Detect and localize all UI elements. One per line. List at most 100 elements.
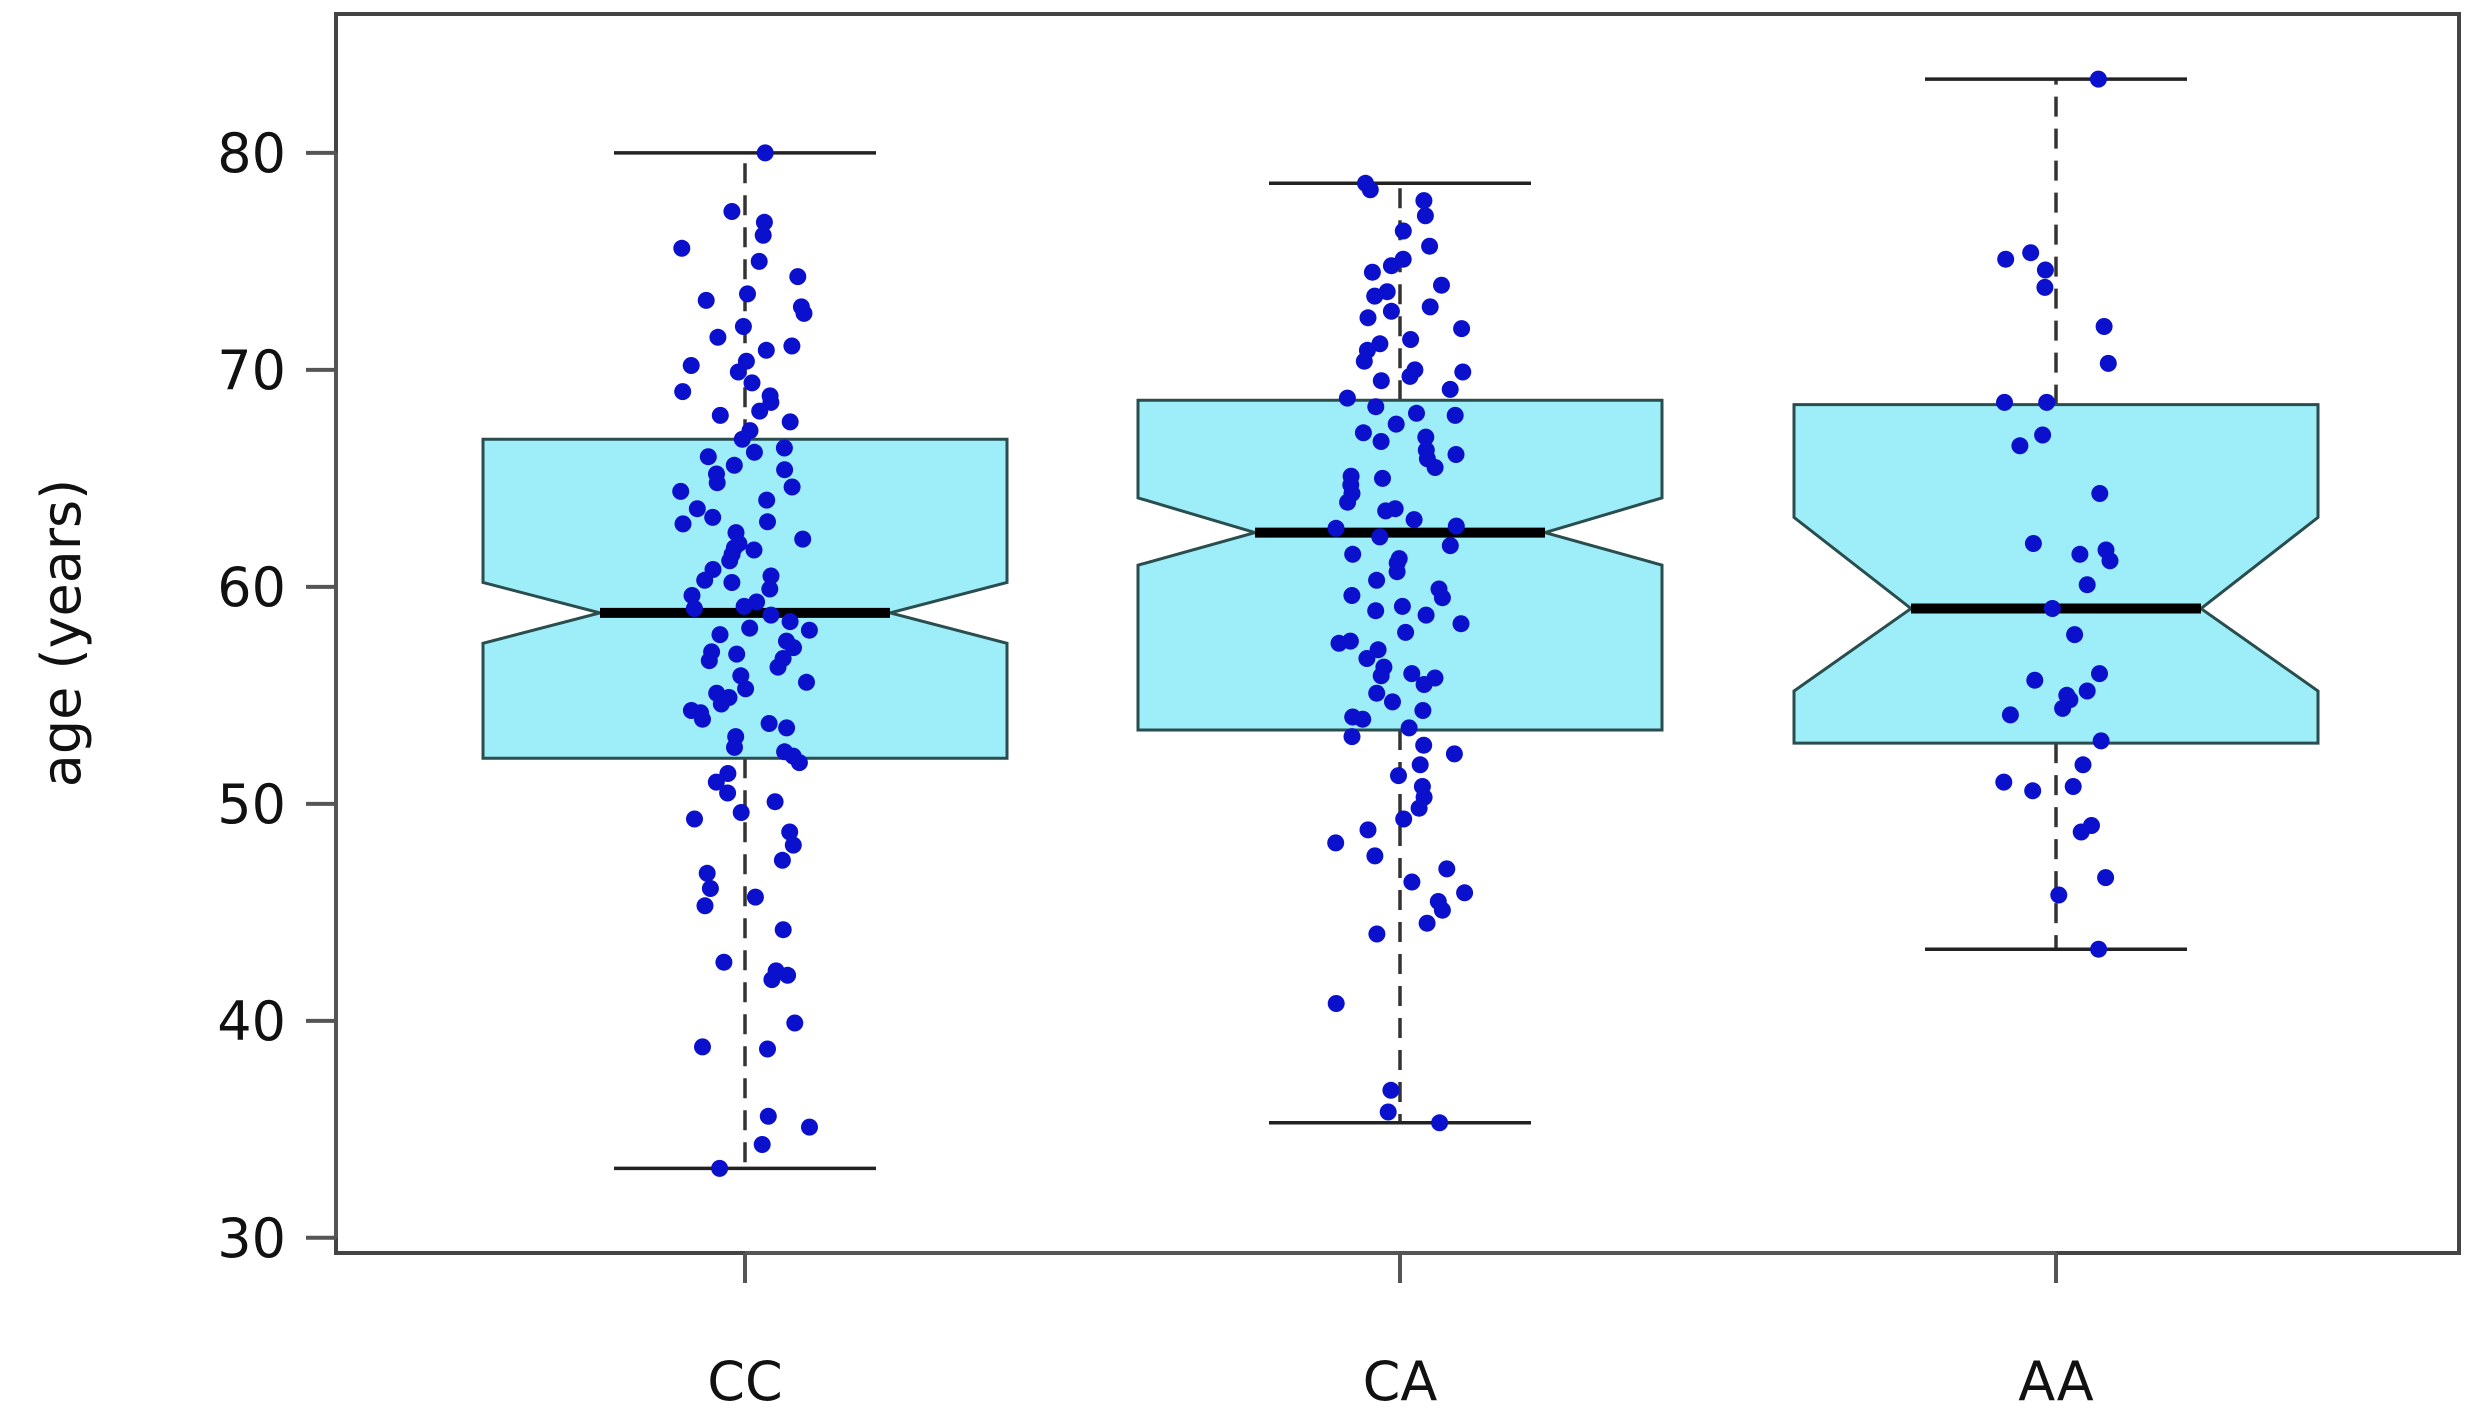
data-point [1397,623,1415,641]
data-point [1453,320,1471,338]
data-point [1363,263,1381,281]
data-point [1330,634,1348,652]
data-point [732,667,750,685]
data-point [775,439,793,457]
x-tick-label: CC [707,1350,782,1413]
data-point [2101,552,2119,570]
data-point [1421,298,1439,316]
data-point [2097,869,2115,887]
data-point [767,962,785,980]
data-point [1447,517,1465,535]
data-point [1379,1103,1397,1121]
data-point [2091,665,2108,683]
data-point [682,702,700,719]
data-point [1372,372,1390,390]
points-layer [672,70,2119,1177]
data-point [1384,693,1401,711]
box-group [481,151,1009,1171]
data-point [1338,389,1356,407]
data-point [756,144,774,162]
data-point [1386,500,1404,518]
data-point [746,888,764,906]
data-point [1416,207,1434,225]
data-point [1327,519,1345,537]
data-point [1456,884,1474,902]
data-point [781,823,799,841]
data-point [778,719,796,737]
data-point [1369,641,1387,659]
data-point [1431,1114,1449,1132]
data-point [1394,222,1412,240]
data-point [1344,708,1362,726]
data-point [719,784,737,802]
data-point [1441,380,1459,398]
data-point [1996,393,2013,411]
data-point [2072,823,2090,841]
data-point [1441,537,1459,555]
data-point [696,897,714,915]
x-axis: CC CA AA [707,1251,2094,1413]
data-point [1438,860,1456,878]
data-point [732,804,750,821]
data-point [1995,773,2013,791]
data-point [1371,528,1389,546]
data-point [708,684,726,702]
data-point [704,508,722,526]
data-point [725,456,743,474]
data-point [728,645,746,663]
data-point [737,352,755,370]
data-point [1327,834,1345,852]
data-point [754,226,772,244]
data-point [1368,925,1386,943]
data-point [1413,778,1431,795]
data-point [757,341,775,359]
data-point [1417,428,1435,446]
data-point [794,530,812,548]
data-point [2064,778,2082,795]
data-point [694,1038,711,1056]
data-point [1393,597,1411,615]
data-point [743,374,761,392]
data-point [1405,511,1423,529]
data-point [2092,732,2110,750]
y-tick-label: 80 [217,122,286,185]
data-point [1382,1081,1400,1099]
data-point [759,1040,776,1058]
data-point [2090,940,2108,958]
data-point [741,422,759,440]
data-point [1359,309,1377,327]
data-point [2050,886,2068,904]
data-point [2038,393,2056,411]
data-point [1375,658,1393,676]
data-point [1344,545,1362,563]
data-point [741,619,759,637]
data-point [737,680,755,698]
data-point [1445,745,1463,763]
data-point [1382,302,1400,320]
data-point [697,291,715,309]
data-point [789,268,807,286]
data-point [745,443,763,461]
data-point [2043,600,2061,617]
y-tick-label: 70 [217,339,286,402]
boxes-layer [481,77,2320,1171]
data-point [1359,821,1377,839]
data-point [1417,441,1435,459]
data-point [1382,257,1400,275]
data-point [776,461,794,479]
data-point [2026,671,2044,689]
data-point [1411,756,1429,774]
data-point [2078,682,2096,700]
data-point [1390,767,1407,785]
data-point [683,587,701,604]
data-point [801,1118,818,1136]
data-point [784,836,802,854]
data-point [730,535,748,552]
data-point [2066,626,2084,644]
data-point [688,500,706,518]
data-point [762,606,780,624]
data-point [1421,237,1439,255]
x-tick-label: AA [2018,1350,2093,1413]
data-point [783,337,801,355]
